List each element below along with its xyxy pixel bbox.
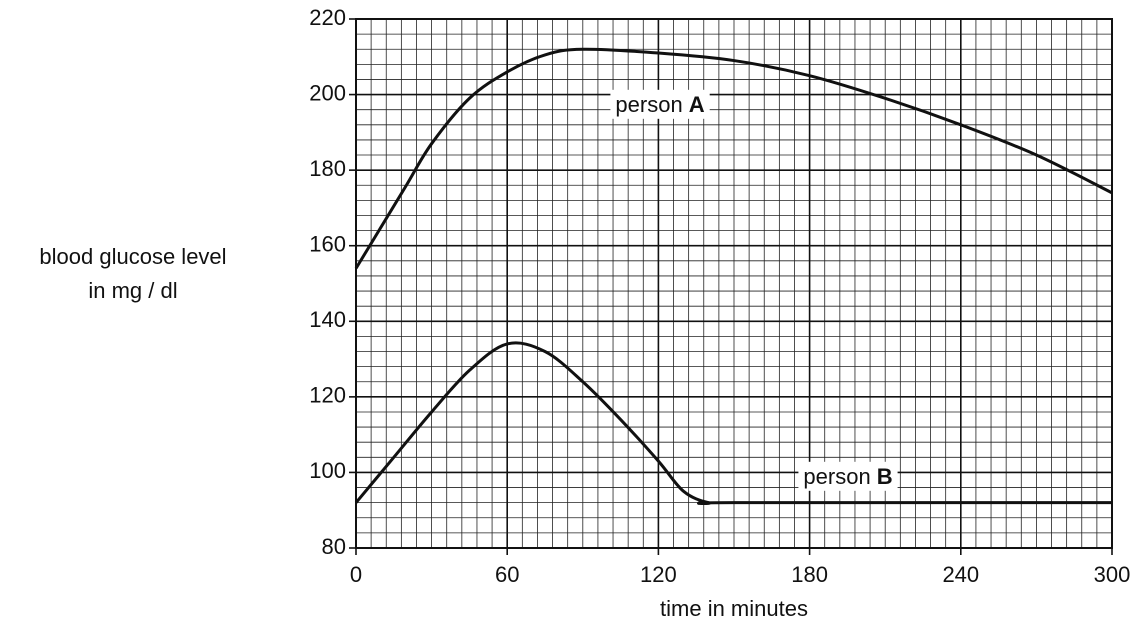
y-axis-label: in mg / dl bbox=[88, 278, 177, 303]
data-line bbox=[354, 341, 1112, 505]
x-tick-label: 0 bbox=[350, 562, 362, 587]
data-line bbox=[354, 47, 1113, 270]
y-tick-label: 100 bbox=[309, 458, 346, 483]
series-label: person B bbox=[803, 464, 892, 489]
label-background bbox=[610, 89, 710, 119]
series-label: person A bbox=[615, 92, 704, 117]
series-label-letter: A bbox=[689, 92, 705, 117]
y-tick-label: 200 bbox=[309, 80, 346, 105]
y-tick-label: 160 bbox=[309, 232, 346, 257]
series-label-letter: B bbox=[877, 464, 893, 489]
x-tick-label: 120 bbox=[640, 562, 677, 587]
series-label-text: person bbox=[615, 92, 682, 117]
x-tick-label: 300 bbox=[1094, 562, 1131, 587]
y-tick-label: 120 bbox=[309, 383, 346, 408]
y-axis-label: blood glucose level bbox=[39, 244, 226, 269]
x-tick-label: 60 bbox=[495, 562, 519, 587]
x-axis-label: time in minutes bbox=[660, 596, 808, 621]
y-tick-label: 140 bbox=[309, 307, 346, 332]
y-tick-label: 80 bbox=[322, 534, 346, 559]
y-tick-label: 180 bbox=[309, 156, 346, 181]
x-tick-label: 240 bbox=[942, 562, 979, 587]
x-tick-label: 180 bbox=[791, 562, 828, 587]
label-background bbox=[798, 461, 898, 491]
plot-frame bbox=[355, 18, 1113, 549]
y-tick-label: 220 bbox=[309, 5, 346, 30]
series-label-text: person bbox=[803, 464, 870, 489]
